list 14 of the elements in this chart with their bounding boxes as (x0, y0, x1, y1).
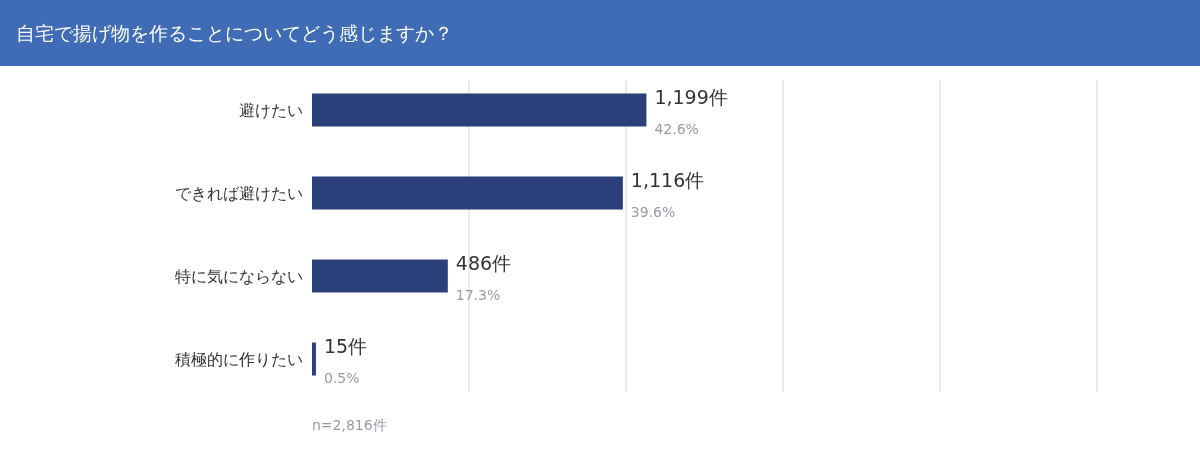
data-label: 486件 17.3% (455, 252, 512, 303)
y-tick-label: 特に気にならない (175, 267, 303, 286)
y-tick-label: 積極的に作りたい (175, 350, 303, 369)
data-label: 1,199件 42.6% (654, 86, 728, 137)
bar (312, 176, 623, 210)
y-tick-label: 避けたい (239, 101, 303, 120)
data-label: 1,116件 39.6% (630, 169, 705, 220)
data-label: 15件 0.5% (323, 335, 368, 386)
bar (312, 93, 647, 127)
bar (312, 259, 448, 293)
bar (312, 342, 316, 376)
chart-title: 自宅で揚げ物を作ることについてどう感じますか？ (16, 22, 453, 44)
y-tick-label: できれば避けたい (175, 184, 303, 203)
text: n=2,816件 (312, 417, 387, 433)
